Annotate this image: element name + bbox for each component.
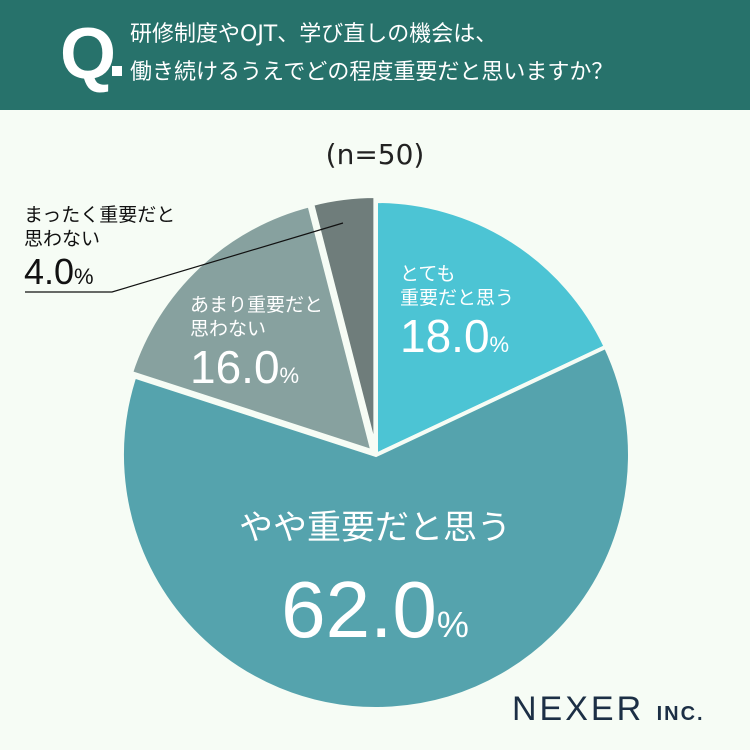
slice-2-value: 16.0% [190, 341, 300, 393]
slice-3-value: 4.0% [24, 251, 94, 292]
q-dot [112, 66, 122, 76]
leader-line [25, 222, 344, 293]
question-header: Q 研修制度やOJT、学び直しの機会は、 働き続けるうえでどの程度重要だと思いま… [0, 0, 750, 110]
nexer-logo: NEXER INC. [512, 690, 705, 728]
label-slice-1: やや重要だと思う 62.0% [0, 508, 750, 673]
question-line-2: 働き続けるうえでどの程度重要だと思いますか？ [130, 60, 614, 85]
sample-size: (n=50) [325, 138, 425, 171]
pie-slice-0 [374, 198, 609, 459]
slice-0-value: 18.0% [400, 310, 510, 362]
label-slice-2: あまり重要だと 思わない 16.0% [190, 293, 323, 402]
slice-3-label-1: まったく重要だと [24, 204, 176, 226]
pie-slice-3 [309, 194, 378, 451]
label-slice-0: とても 重要だと思う 18.0% [400, 262, 514, 371]
slice-2-label-1: あまり重要だと [190, 294, 324, 316]
slice-0-label-2: 重要だと思う [400, 287, 515, 309]
slice-1-label-1: やや重要だと思う [239, 508, 511, 548]
slice-2-label-2: 思わない [190, 318, 267, 340]
slice-3-label-2: 思わない [24, 228, 101, 250]
question-line-1: 研修制度やOJT、学び直しの機会は、 [130, 22, 498, 47]
pie-slice-1 [120, 344, 632, 711]
label-slice-3: まったく重要だと 思わない 4.0% [24, 203, 175, 298]
slice-0-label-1: とても [400, 263, 456, 285]
slice-1-value: 62.0% [281, 565, 469, 654]
q-mark: Q [60, 14, 117, 94]
